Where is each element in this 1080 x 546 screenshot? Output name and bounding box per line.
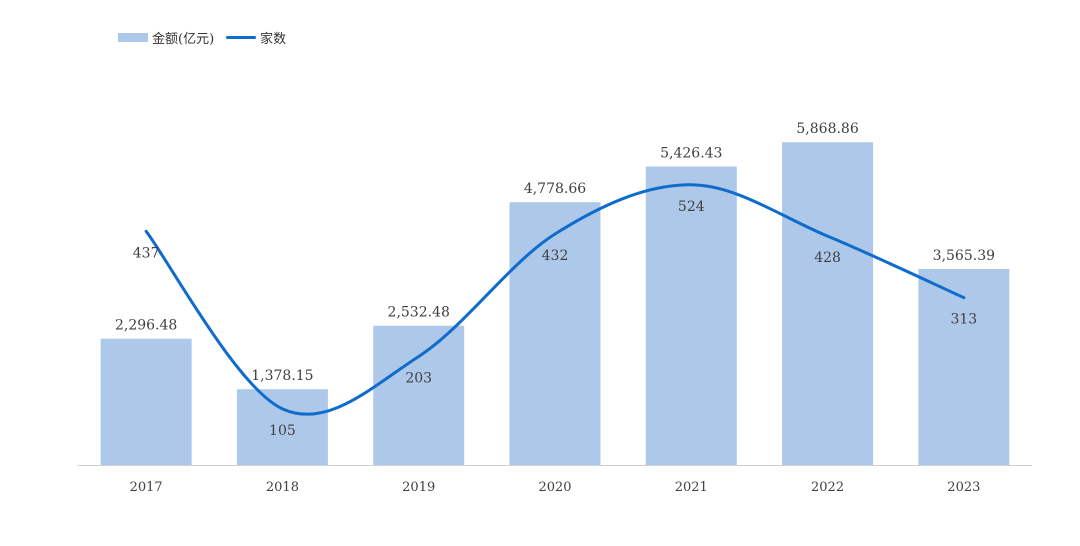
count-line: [144, 183, 966, 416]
bar-2020: [509, 202, 601, 465]
line-value-label-2021: 524: [678, 199, 705, 215]
bar-2021: [645, 166, 737, 465]
x-tick-2018: 2018: [266, 480, 299, 495]
x-tick-2019: 2019: [402, 480, 435, 495]
bar-2017: [100, 338, 192, 465]
bar-value-label-2018: 1,378.15: [251, 368, 313, 384]
legend-item-count[interactable]: 家数: [226, 28, 286, 47]
legend-line-swatch: [226, 35, 257, 39]
line-value-label-2023: 313: [950, 312, 977, 328]
bar-2022: [782, 142, 874, 465]
bar-2023: [918, 268, 1010, 465]
x-tick-2017: 2017: [130, 480, 163, 495]
line-value-label-2018: 105: [269, 423, 296, 439]
line-value-label-2020: 432: [542, 248, 569, 264]
bar-2019: [373, 325, 465, 465]
bar-value-label-2023: 3,565.39: [933, 248, 995, 264]
bar-value-label-2017: 2,296.48: [115, 318, 177, 334]
line-value-label-2017: 437: [133, 245, 160, 261]
bar-2018: [236, 389, 328, 465]
bar-value-label-2022: 5,868.86: [796, 121, 858, 137]
x-tick-2022: 2022: [811, 480, 844, 495]
x-tick-2021: 2021: [675, 480, 708, 495]
line-value-label-2022: 428: [814, 250, 841, 266]
legend: 金额(亿元) 家数: [118, 26, 298, 48]
line-value-label-2019: 203: [405, 370, 432, 386]
legend-bar-swatch: [118, 32, 148, 42]
x-tick-2020: 2020: [538, 480, 571, 495]
legend-count-label: 家数: [260, 31, 287, 47]
bar-value-label-2020: 4,778.66: [524, 181, 586, 197]
x-tick-2023: 2023: [947, 480, 980, 495]
legend-amount-label: 金额(亿元): [152, 31, 215, 47]
bar-value-label-2019: 2,532.48: [388, 305, 450, 321]
bar-value-label-2021: 5,426.43: [660, 146, 722, 162]
legend-item-amount[interactable]: 金额(亿元): [118, 28, 214, 47]
